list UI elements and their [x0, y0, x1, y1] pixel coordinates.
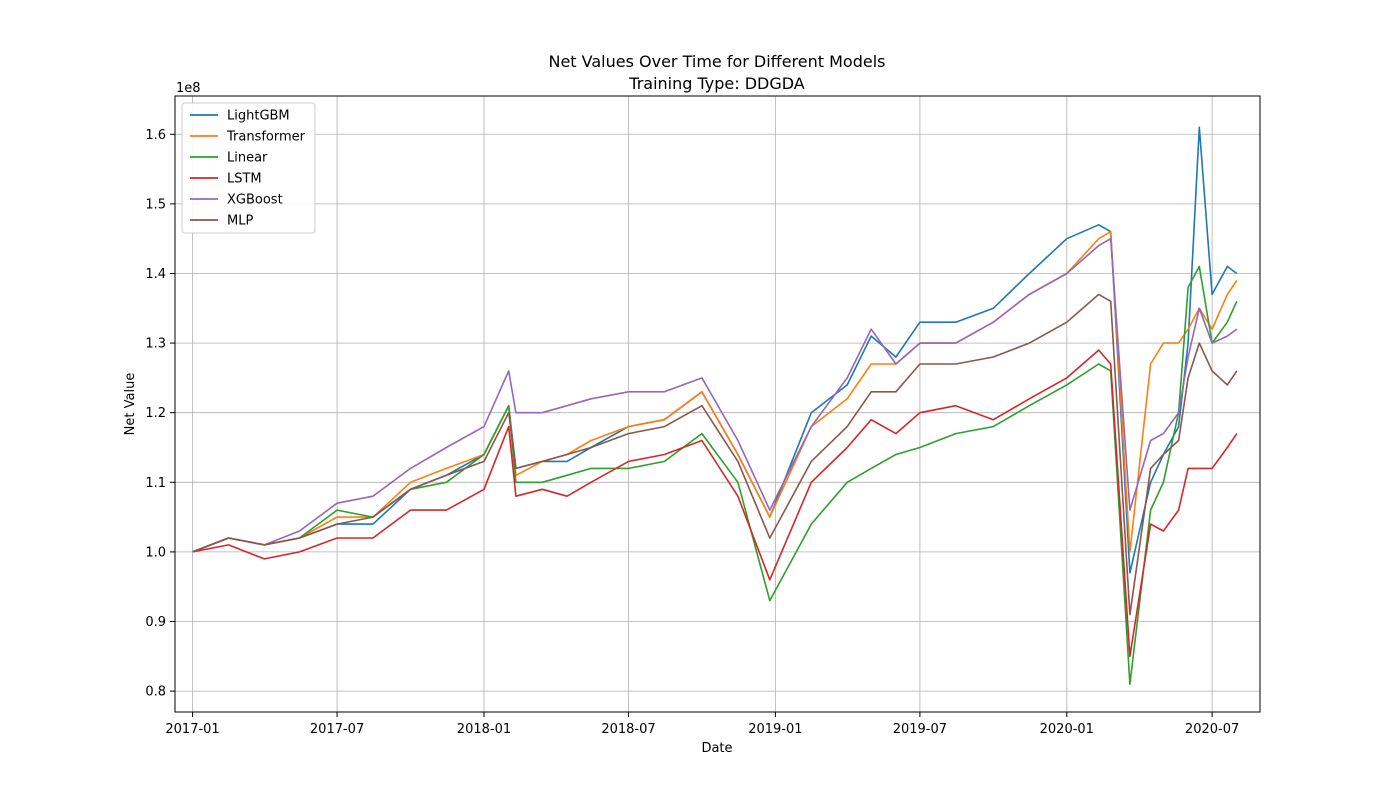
series-line-xgboost	[192, 237, 1238, 553]
x-tick-label: 2018-07	[601, 722, 655, 737]
y-tick-label: 1.1	[145, 476, 166, 491]
legend-label: LightGBM	[227, 109, 290, 124]
y-tick-label: 1.3	[145, 337, 166, 352]
series-line-linear	[192, 265, 1238, 686]
legend-label: Transformer	[226, 130, 306, 145]
legend-label: MLP	[227, 214, 253, 229]
y-tick-label: 0.8	[145, 685, 166, 700]
x-tick-label: 2019-01	[748, 722, 802, 737]
x-tick-label: 2020-07	[1185, 722, 1239, 737]
chart-subtitle: Training Type: DDGDA	[628, 74, 805, 93]
plot-frame	[174, 95, 1261, 713]
y-tick-label: 1.5	[145, 197, 166, 212]
legend-label: XGBoost	[227, 193, 283, 208]
series-line-lstm	[192, 349, 1238, 658]
y-axis-label: Net Value	[123, 373, 138, 436]
legend-label: LSTM	[227, 172, 262, 187]
x-tick-label: 2019-07	[893, 722, 947, 737]
series-layer	[192, 126, 1238, 686]
y-tick-label: 0.9	[145, 615, 166, 630]
x-axis-label: Date	[701, 741, 732, 756]
y-tick-label: 1.4	[145, 267, 166, 282]
x-tick-label: 2017-01	[165, 722, 219, 737]
legend-label: Linear	[227, 151, 268, 166]
x-tick-label: 2020-01	[1040, 722, 1094, 737]
series-line-mlp	[192, 293, 1238, 616]
y-tick-label: 1.2	[145, 406, 166, 421]
tick-layer: 2017-01 2017-07 2018-01 2018-07 2019-01 2019-…	[145, 128, 1239, 737]
x-tick-label: 2018-01	[457, 722, 511, 737]
y-tick-label: 1.6	[145, 128, 166, 143]
x-tick-label: 2017-07	[310, 722, 364, 737]
legend: LightGBM Transformer Linear LSTM XGBoost MLP	[181, 102, 316, 234]
y-tick-label: 1.0	[145, 545, 166, 560]
grid-layer	[175, 96, 1260, 712]
y-offset-text: 1e8	[176, 81, 201, 96]
chart-title: Net Values Over Time for Different Model…	[548, 52, 885, 71]
